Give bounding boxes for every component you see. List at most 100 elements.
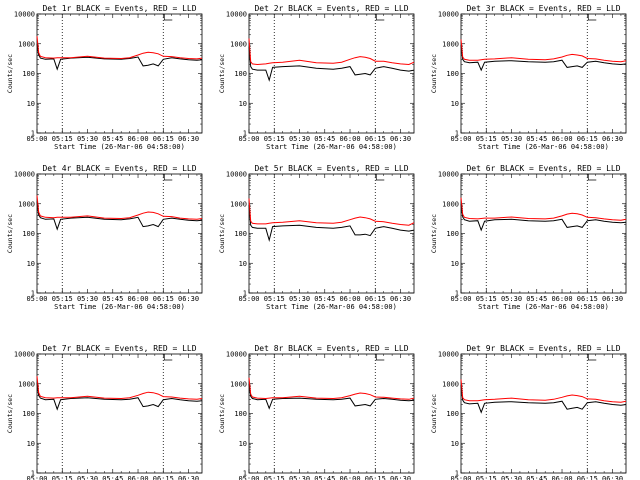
y-tick-label: 10000 <box>438 11 459 19</box>
panel-9: Det 9r BLACK = Events, RED = LLD 1 10 100 10… <box>430 344 627 480</box>
x-tick-label: 06:15 <box>365 295 386 303</box>
lld-series-line <box>460 379 627 403</box>
x-tick-label: 05:15 <box>264 135 285 143</box>
y-tick-label: 1000 <box>442 40 459 48</box>
x-axis-label: Start Time (26-Mar-06 04:58:00) <box>266 303 397 311</box>
x-tick-label: 05:45 <box>526 295 547 303</box>
events-series-line <box>36 43 203 71</box>
time-bracket-marker <box>163 354 173 361</box>
y-tick-label: 1 <box>455 290 459 298</box>
x-tick-label: 05:00 <box>450 135 471 143</box>
y-tick-label: 10 <box>27 440 35 448</box>
y-axis-label: Counts/sec <box>218 394 226 433</box>
panel-1: Det 1r BLACK = Events, RED = LLD 1 10 100 10… <box>6 4 203 151</box>
x-tick-label: 05:00 <box>26 135 47 143</box>
y-tick-label: 100 <box>22 70 35 78</box>
y-tick-label: 100 <box>22 230 35 238</box>
x-tick-label: 05:30 <box>289 295 310 303</box>
panel-title: Det 9r BLACK = Events, RED = LLD <box>466 344 620 353</box>
x-tick-label: 05:00 <box>450 475 471 480</box>
panel-3: Det 3r BLACK = Events, RED = LLD 1 10 100 10… <box>430 4 627 151</box>
panel-5: Det 5r BLACK = Events, RED = LLD 1 10 100 10… <box>218 164 415 311</box>
x-tick-label: 05:30 <box>289 475 310 480</box>
panel-title: Det 8r BLACK = Events, RED = LLD <box>254 344 408 353</box>
y-tick-label: 10 <box>27 260 35 268</box>
x-tick-label: 05:00 <box>26 475 47 480</box>
y-tick-label: 1 <box>31 130 35 138</box>
time-bracket-marker <box>163 14 173 21</box>
y-tick-label: 1 <box>243 470 247 478</box>
y-tick-label: 10000 <box>14 11 35 19</box>
y-tick-label: 100 <box>446 410 459 418</box>
x-tick-label: 05:30 <box>501 135 522 143</box>
panel-title: Det 6r BLACK = Events, RED = LLD <box>466 164 620 173</box>
y-tick-label: 10000 <box>14 351 35 359</box>
plot-frame <box>248 353 415 474</box>
x-axis-label: Start Time (26-Mar-06 04:58:00) <box>54 303 185 311</box>
y-tick-label: 10 <box>239 100 247 108</box>
y-tick-label: 100 <box>22 410 35 418</box>
x-tick-label: 05:00 <box>238 475 259 480</box>
x-tick-label: 05:15 <box>52 135 73 143</box>
y-tick-label: 1000 <box>230 380 247 388</box>
time-bracket-marker <box>587 14 597 21</box>
y-tick-label: 1 <box>455 470 459 478</box>
y-tick-label: 1000 <box>18 200 35 208</box>
panel-6: Det 6r BLACK = Events, RED = LLD 1 10 100 10… <box>430 164 627 311</box>
plot-frame <box>36 173 203 294</box>
x-tick-label: 05:15 <box>264 295 285 303</box>
x-tick-label: 05:45 <box>314 135 335 143</box>
time-bracket-marker <box>587 354 597 361</box>
y-tick-label: 10 <box>239 440 247 448</box>
plot-frame <box>248 13 415 134</box>
x-tick-label: 06:00 <box>339 135 360 143</box>
y-tick-label: 1 <box>455 130 459 138</box>
y-tick-label: 1000 <box>18 40 35 48</box>
x-tick-label: 05:45 <box>314 295 335 303</box>
x-tick-label: 06:00 <box>551 135 572 143</box>
panel-title: Det 1r BLACK = Events, RED = LLD <box>42 4 196 13</box>
y-axis-label: Counts/sec <box>218 214 226 253</box>
y-tick-label: 10 <box>451 440 459 448</box>
y-tick-label: 10000 <box>226 171 247 179</box>
x-tick-label: 05:45 <box>526 135 547 143</box>
events-series-line <box>248 46 415 82</box>
x-tick-label: 05:45 <box>102 135 123 143</box>
panel-2: Det 2r BLACK = Events, RED = LLD 1 10 100 10… <box>218 4 415 151</box>
x-tick-label: 05:45 <box>102 295 123 303</box>
y-axis-label: Counts/sec <box>6 394 14 433</box>
x-tick-label: 05:45 <box>102 475 123 480</box>
events-series-line <box>36 201 203 231</box>
x-tick-label: 06:30 <box>602 475 623 480</box>
x-tick-label: 05:30 <box>77 135 98 143</box>
x-tick-label: 06:00 <box>127 475 148 480</box>
y-tick-label: 1000 <box>18 380 35 388</box>
panel-title: Det 3r BLACK = Events, RED = LLD <box>466 4 620 13</box>
x-tick-label: 06:00 <box>127 135 148 143</box>
x-tick-label: 05:00 <box>238 295 259 303</box>
x-tick-label: 06:00 <box>551 295 572 303</box>
x-tick-label: 06:15 <box>577 135 598 143</box>
x-tick-label: 06:15 <box>577 475 598 480</box>
x-tick-label: 05:30 <box>77 475 98 480</box>
panel-7: Det 7r BLACK = Events, RED = LLD 1 10 100 10… <box>6 344 203 480</box>
panel-title: Det 5r BLACK = Events, RED = LLD <box>254 164 408 173</box>
x-axis-label: Start Time (26-Mar-06 04:58:00) <box>478 143 609 151</box>
time-bracket-marker <box>375 354 385 361</box>
y-tick-label: 10000 <box>438 351 459 359</box>
x-axis-label: Start Time (26-Mar-06 04:58:00) <box>54 143 185 151</box>
y-tick-label: 10 <box>451 100 459 108</box>
plot-frame <box>36 353 203 474</box>
events-series-line <box>460 45 627 72</box>
x-tick-label: 05:15 <box>476 135 497 143</box>
y-tick-label: 1000 <box>442 380 459 388</box>
x-tick-label: 05:00 <box>450 295 471 303</box>
events-series-line <box>248 383 415 410</box>
x-tick-label: 06:30 <box>390 135 411 143</box>
panel-8: Det 8r BLACK = Events, RED = LLD 1 10 100 10… <box>218 344 415 480</box>
x-tick-label: 06:00 <box>339 295 360 303</box>
x-tick-label: 06:15 <box>153 295 174 303</box>
y-tick-label: 1 <box>243 290 247 298</box>
time-bracket-marker <box>163 174 173 181</box>
